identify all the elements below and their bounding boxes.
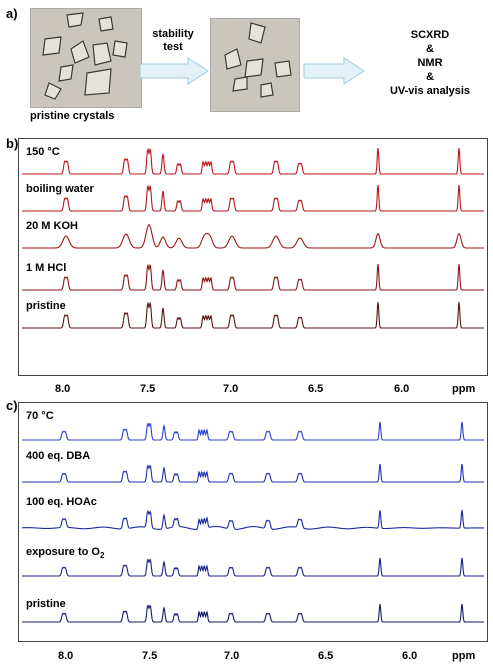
panel-c-trace-label-o2-text: exposure to O bbox=[26, 546, 100, 558]
pristine-crystals-image bbox=[30, 8, 142, 108]
panel-c-tick-7-5: 7.5 bbox=[142, 650, 158, 662]
analysis-methods: SCXRD & NMR & UV-vis analysis bbox=[389, 29, 471, 97]
panel-b-tick-6-5: 6.5 bbox=[308, 383, 324, 395]
panel-c-trace-1 bbox=[22, 463, 484, 483]
panel-c-spectra bbox=[21, 421, 485, 623]
panel-b-tick-7-0: 7.0 bbox=[223, 383, 239, 395]
panel-b-trace-1 bbox=[22, 184, 484, 212]
panel-b-trace-label-pristine: pristine bbox=[26, 300, 66, 312]
tested-crystals-image bbox=[210, 18, 300, 112]
panel-c-trace-label-70c: 70 °C bbox=[26, 410, 54, 422]
panel-b-tick-6-0: 6.0 bbox=[394, 383, 410, 395]
stability-test-arrow bbox=[138, 56, 210, 86]
panel-c-tick-8-0: 8.0 bbox=[58, 650, 74, 662]
panel-c-frame bbox=[18, 402, 488, 642]
panel-c-tick-6-0: 6.0 bbox=[402, 650, 418, 662]
panel-b-trace-label-koh: 20 M KOH bbox=[26, 220, 78, 232]
panel-b-trace-2 bbox=[22, 224, 484, 249]
panel-b-trace-label-boiling-water: boiling water bbox=[26, 183, 94, 195]
panel-b-frame bbox=[18, 138, 488, 376]
panel-c-trace-3 bbox=[22, 557, 484, 577]
pristine-crystals-caption: pristine crystals bbox=[30, 110, 115, 122]
panel-b-tick-8-0: 8.0 bbox=[55, 383, 71, 395]
panel-c-tick-6-5: 6.5 bbox=[318, 650, 334, 662]
panel-c-trace-2 bbox=[21, 510, 485, 530]
panel-b-label: b) bbox=[6, 136, 19, 151]
stability-test-label: stability test bbox=[152, 28, 194, 53]
panel-c-trace-label-o2: exposure to O2 bbox=[26, 546, 104, 560]
panel-b-trace-label-150c: 150 °C bbox=[26, 146, 60, 158]
panel-c-label: c) bbox=[6, 398, 18, 413]
panel-a-label: a) bbox=[6, 6, 18, 21]
panel-c-unit: ppm bbox=[452, 650, 476, 662]
panel-b-unit: ppm bbox=[452, 383, 476, 395]
panel-c-trace-0 bbox=[22, 421, 484, 441]
panel-c-trace-label-hoac: 100 eq. HOAc bbox=[26, 496, 97, 508]
panel-c-trace-label-pristine: pristine bbox=[26, 598, 66, 610]
panel-b-trace-label-hcl: 1 M HCl bbox=[26, 262, 67, 274]
panel-b-trace-3 bbox=[22, 263, 484, 291]
analysis-arrow bbox=[302, 56, 366, 86]
panel-b-tick-7-5: 7.5 bbox=[140, 383, 156, 395]
panel-c-trace-label-dba: 400 eq. DBA bbox=[26, 450, 91, 462]
panel-c-trace-4 bbox=[22, 603, 484, 623]
panel-b-trace-4 bbox=[22, 301, 484, 329]
panel-b-spectra bbox=[22, 147, 484, 329]
panel-b-trace-0 bbox=[22, 147, 484, 175]
panel-c-tick-7-0: 7.0 bbox=[224, 650, 240, 662]
panel-c-trace-label-o2-sub: 2 bbox=[99, 551, 105, 561]
